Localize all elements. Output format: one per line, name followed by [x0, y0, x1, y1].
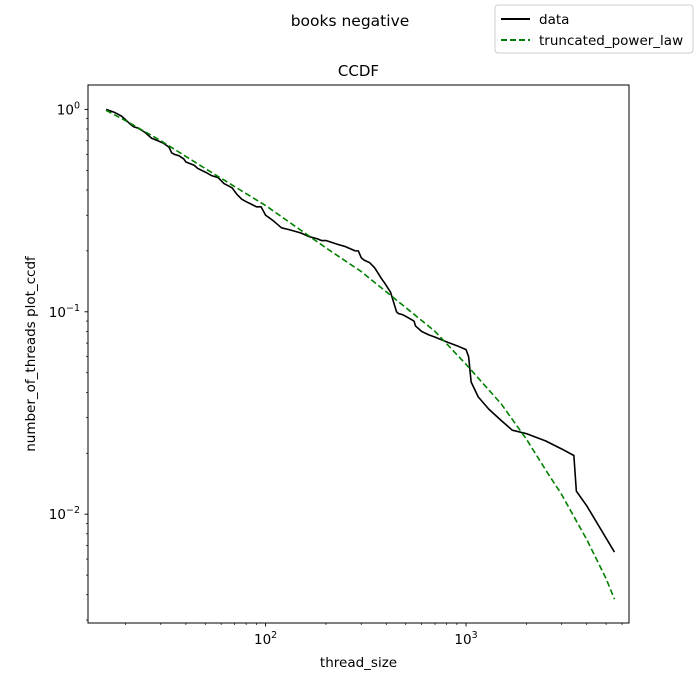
legend-label-data: data: [539, 12, 569, 28]
x-tick-label: 102: [254, 630, 277, 648]
figure-suptitle: books negative: [291, 12, 410, 30]
y-tick-label: 10−2: [49, 505, 80, 523]
plot-area: [87, 84, 630, 624]
x-axis-label: thread_size: [320, 655, 397, 671]
legend-frame: [494, 4, 694, 54]
plot-title: CCDF: [338, 62, 379, 80]
x-axis-ticks: 102 103: [125, 623, 623, 648]
x-tick-label: 103: [454, 630, 477, 648]
legend-label-truncated-power-law: truncated_power_law: [539, 33, 683, 49]
series-line-truncated-power-law: [105, 109, 616, 600]
y-axis-label: number_of_threads plot_ccdf: [23, 255, 39, 452]
series-line-data: [105, 108, 616, 553]
y-axis-ticks: 100 10−1 10−2: [49, 100, 88, 621]
y-tick-label: 10−1: [49, 303, 80, 321]
series-layer: [105, 108, 616, 600]
y-tick-label: 100: [57, 100, 80, 118]
legend: data truncated_power_law: [494, 4, 694, 54]
